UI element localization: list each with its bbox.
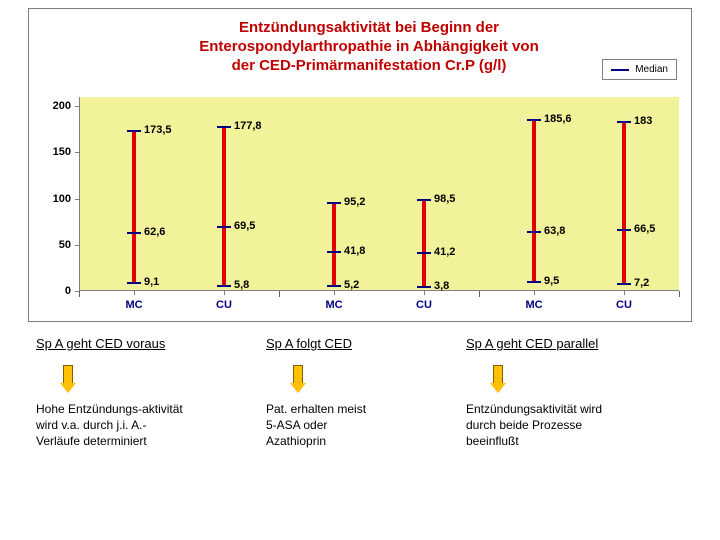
y-label: 200 (31, 100, 71, 112)
value-tick (417, 199, 431, 201)
range-bar (332, 203, 336, 286)
value-label: 177,8 (234, 120, 262, 132)
x-group-tick (279, 291, 280, 297)
value-tick (217, 226, 231, 228)
caption-column: Sp A folgt CED Pat. erhalten meist5-ASA o… (266, 336, 466, 450)
x-label: CU (616, 299, 632, 311)
x-tick (334, 291, 335, 295)
value-tick (327, 251, 341, 253)
value-label: 98,5 (434, 193, 455, 205)
caption-heading: Sp A geht CED voraus (36, 336, 165, 351)
value-label: 41,8 (344, 245, 365, 257)
value-label: 62,6 (144, 226, 165, 238)
chart-frame: Entzündungsaktivität bei Beginn der Ente… (28, 8, 692, 322)
x-tick (624, 291, 625, 295)
chart-legend: Median (602, 59, 677, 80)
caption-column: Sp A geht CED voraus Hohe Entzündungs-akt… (36, 336, 266, 450)
y-label: 0 (31, 285, 71, 297)
caption-heading: Sp A folgt CED (266, 336, 352, 351)
plot-area: 050100150200 173,562,69,1MC177,869,55,8C… (79, 97, 679, 291)
arrow-down-icon (290, 365, 306, 393)
legend-line-icon (611, 69, 629, 71)
value-label: 69,5 (234, 220, 255, 232)
value-label: 185,6 (544, 113, 572, 125)
value-tick (127, 282, 141, 284)
value-label: 41,2 (434, 246, 455, 258)
x-label: MC (125, 299, 142, 311)
range-bar (532, 120, 536, 283)
x-group-tick (479, 291, 480, 297)
y-tick (75, 106, 79, 107)
value-label: 183 (634, 115, 652, 127)
value-label: 5,8 (234, 279, 249, 291)
title-line: der CED-Primärmanifestation Cr.P (g/l) (232, 57, 507, 74)
value-tick (417, 286, 431, 288)
value-tick (527, 231, 541, 233)
y-tick (75, 199, 79, 200)
value-tick (327, 285, 341, 287)
value-label: 5,2 (344, 279, 359, 291)
x-label: CU (216, 299, 232, 311)
value-tick (127, 232, 141, 234)
arrow-down-icon (490, 365, 506, 393)
range-bar (422, 200, 426, 287)
caption-body: Hohe Entzündungs-aktivitätwird v.a. durc… (36, 401, 183, 450)
x-label: MC (325, 299, 342, 311)
range-bar (622, 122, 626, 284)
value-tick (617, 283, 631, 285)
range-bar (132, 131, 136, 283)
caption-heading: Sp A geht CED parallel (466, 336, 598, 351)
value-tick (217, 285, 231, 287)
value-tick (617, 229, 631, 231)
x-label: MC (525, 299, 542, 311)
arrow-down-icon (60, 365, 76, 393)
x-tick (424, 291, 425, 295)
title-line: Enterospondylarthropathie in Abhängigkei… (199, 38, 538, 55)
legend-label: Median (635, 64, 668, 75)
value-tick (527, 281, 541, 283)
value-label: 63,8 (544, 225, 565, 237)
x-group-tick (679, 291, 680, 297)
value-label: 95,2 (344, 196, 365, 208)
y-label: 50 (31, 239, 71, 251)
value-tick (617, 121, 631, 123)
value-label: 173,5 (144, 124, 172, 136)
value-label: 3,8 (434, 280, 449, 292)
value-tick (527, 119, 541, 121)
value-label: 7,2 (634, 277, 649, 289)
value-label: 9,1 (144, 276, 159, 288)
x-tick (534, 291, 535, 295)
value-tick (327, 202, 341, 204)
y-label: 100 (31, 193, 71, 205)
value-tick (127, 130, 141, 132)
value-tick (417, 252, 431, 254)
x-label: CU (416, 299, 432, 311)
y-tick (75, 245, 79, 246)
chart-title: Entzündungsaktivität bei Beginn der Ente… (149, 19, 589, 75)
value-label: 9,5 (544, 275, 559, 287)
y-label: 150 (31, 146, 71, 158)
y-tick (75, 152, 79, 153)
value-tick (217, 126, 231, 128)
caption-body: Entzündungsaktivität wirddurch beide Pro… (466, 401, 602, 450)
range-bar (222, 127, 226, 286)
value-label: 66,5 (634, 223, 655, 235)
caption-body: Pat. erhalten meist5-ASA oderAzathioprin (266, 401, 366, 450)
x-group-tick (79, 291, 80, 297)
x-tick (134, 291, 135, 295)
caption-column: Sp A geht CED parallel Entzündungsaktivit… (466, 336, 692, 450)
title-line: Entzündungsaktivität bei Beginn der (239, 19, 499, 36)
x-tick (224, 291, 225, 295)
